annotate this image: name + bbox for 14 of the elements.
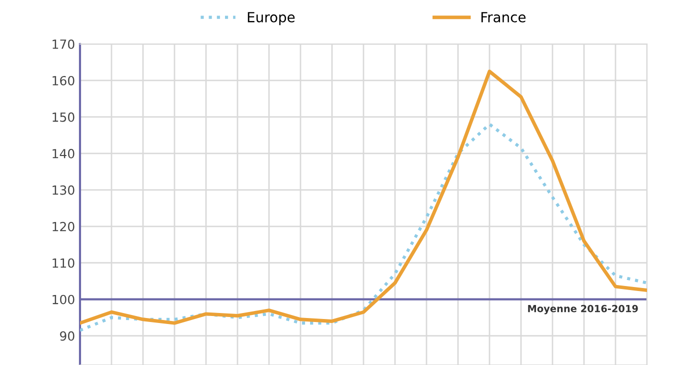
ref-line-label: Moyenne 2016-2019 bbox=[528, 304, 638, 314]
y-tick-label: 130 bbox=[52, 185, 74, 195]
y-tick-label: 110 bbox=[52, 258, 74, 268]
line-series bbox=[80, 122, 647, 332]
line-series bbox=[80, 70, 647, 325]
y-tick-label: 160 bbox=[52, 76, 74, 86]
y-tick-label: 120 bbox=[52, 222, 74, 232]
y-tick-label: 170 bbox=[52, 39, 74, 49]
y-tick-label: 140 bbox=[52, 148, 74, 158]
legend-label: France bbox=[481, 12, 526, 22]
y-tick-label: 100 bbox=[52, 294, 74, 304]
y-tick-label: 90 bbox=[60, 331, 74, 341]
legend-label: Europe bbox=[248, 12, 295, 26]
y-tick-label: 150 bbox=[52, 112, 74, 122]
